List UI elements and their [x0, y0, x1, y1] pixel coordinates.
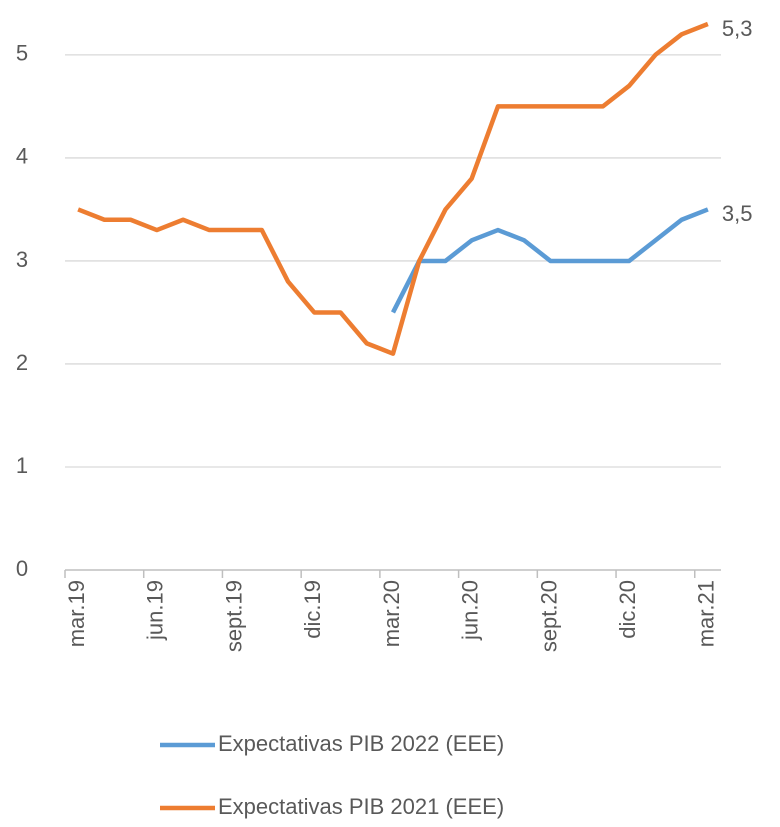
- legend-label: Expectativas PIB 2022 (EEE): [218, 731, 504, 756]
- series-line: [77, 21, 709, 356]
- x-tick-label: dic.20: [615, 580, 640, 639]
- y-tick-label: 1: [16, 453, 28, 478]
- x-tick-label: jun.20: [458, 580, 483, 641]
- data-label: 5,3: [722, 16, 753, 41]
- y-tick-label: 4: [16, 144, 28, 169]
- data-label: 3,5: [722, 201, 753, 226]
- series-line: [390, 207, 709, 314]
- x-tick-label: sept.20: [536, 580, 561, 652]
- y-tick-label: 2: [16, 350, 28, 375]
- x-tick-label: mar.20: [379, 580, 404, 647]
- y-tick-label: 5: [16, 41, 28, 66]
- y-tick-label: 0: [16, 556, 28, 581]
- x-tick-label: dic.19: [300, 580, 325, 639]
- y-tick-label: 3: [16, 247, 28, 272]
- legend-label: Expectativas PIB 2021 (EEE): [218, 794, 504, 819]
- x-tick-label: sept.19: [221, 580, 246, 652]
- x-tick-label: mar.21: [694, 580, 719, 647]
- x-tick-label: mar.19: [64, 580, 89, 647]
- x-tick-label: jun.19: [143, 580, 168, 641]
